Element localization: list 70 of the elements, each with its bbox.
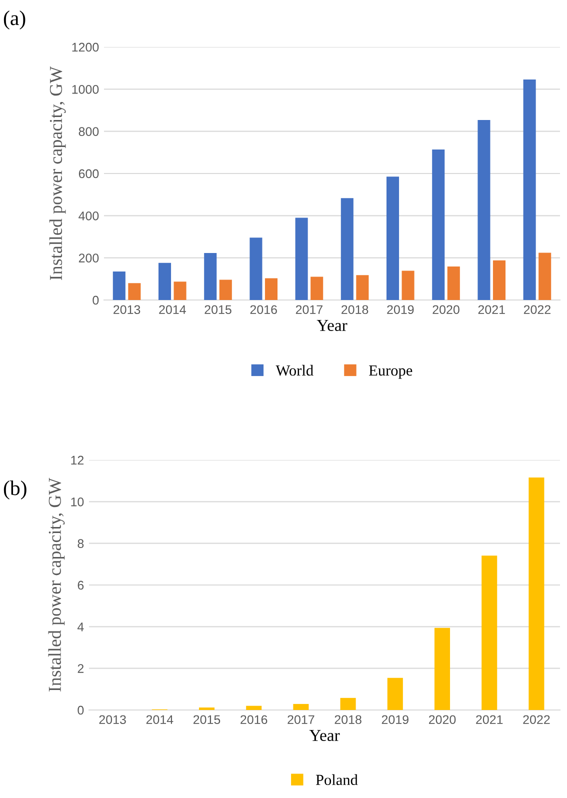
legend-label: Europe <box>369 366 412 379</box>
bar <box>402 270 414 300</box>
bar <box>264 278 278 300</box>
bar <box>432 149 445 300</box>
text: (a) <box>4 10 26 30</box>
bar <box>340 198 354 300</box>
bar <box>204 252 217 300</box>
bar <box>112 272 126 300</box>
bar <box>386 176 400 300</box>
bar <box>246 706 262 710</box>
x-tick-label: 2016 <box>250 305 277 314</box>
x-axis-title: Year <box>309 730 340 742</box>
bar <box>492 260 506 300</box>
text: (b) <box>4 480 26 500</box>
y-tick-label: 800 <box>78 127 99 136</box>
legend-label: World <box>276 364 314 376</box>
bar <box>158 262 172 300</box>
x-tick-label: 2022 <box>524 305 550 314</box>
x-tick-label: 2019 <box>387 305 414 314</box>
x-tick-label: 2013 <box>114 305 140 314</box>
x-tick-label: 2013 <box>99 715 126 724</box>
y-tick-label: 2 <box>78 664 84 673</box>
bar <box>250 238 262 300</box>
x-tick-label: 2016 <box>240 715 268 724</box>
x-tick-label: 2021 <box>476 715 503 724</box>
bar <box>434 628 450 710</box>
y-tick-label: 600 <box>78 169 99 178</box>
bar <box>310 276 324 300</box>
bar <box>293 704 309 710</box>
bar <box>538 252 552 300</box>
x-tick-label: 2014 <box>146 715 174 724</box>
x-tick-label: 2020 <box>428 715 456 724</box>
y-tick-label: 8 <box>78 539 84 548</box>
x-tick-label: 2022 <box>523 715 550 724</box>
x-tick-label: 2021 <box>478 305 505 314</box>
bar <box>356 275 369 300</box>
y-tick-label: 4 <box>77 622 84 632</box>
bar <box>340 698 356 710</box>
x-tick-label: 2015 <box>204 305 232 314</box>
bar <box>295 218 308 300</box>
y-tick-label: 10 <box>71 497 84 506</box>
x-tick-label: 2017 <box>296 305 322 314</box>
bar <box>482 556 498 710</box>
bar <box>128 283 141 300</box>
bar <box>219 280 232 300</box>
bar <box>387 678 403 710</box>
y-axis-title: Installed power capacity, GW <box>49 66 66 280</box>
x-tick-label: 2014 <box>159 305 186 314</box>
x-tick-label: 2019 <box>382 715 408 724</box>
y-tick-label: 1200 <box>72 42 99 52</box>
x-tick-label: 2018 <box>334 715 362 724</box>
y-tick-label: 12 <box>71 456 84 465</box>
x-tick-label: 2017 <box>288 715 314 724</box>
y-tick-label: 400 <box>78 211 99 220</box>
bar <box>447 266 460 300</box>
x-tick-label: 2018 <box>342 305 368 314</box>
x-tick-label: 2015 <box>193 715 220 724</box>
bar <box>478 120 490 300</box>
x-axis-title: Year <box>316 320 348 332</box>
y-tick-label: 200 <box>78 254 99 262</box>
legend-label: Poland <box>316 774 358 786</box>
y-tick-label: 0 <box>92 296 99 305</box>
bar <box>528 478 544 710</box>
y-tick-label: 6 <box>78 580 84 590</box>
y-tick-label: 0 <box>78 706 84 715</box>
bar <box>523 79 536 300</box>
y-axis-title: Installed power capacity, GW <box>48 478 65 692</box>
x-tick-label: 2020 <box>432 305 460 314</box>
bar <box>174 282 186 300</box>
y-tick-label: 1000 <box>72 84 99 94</box>
